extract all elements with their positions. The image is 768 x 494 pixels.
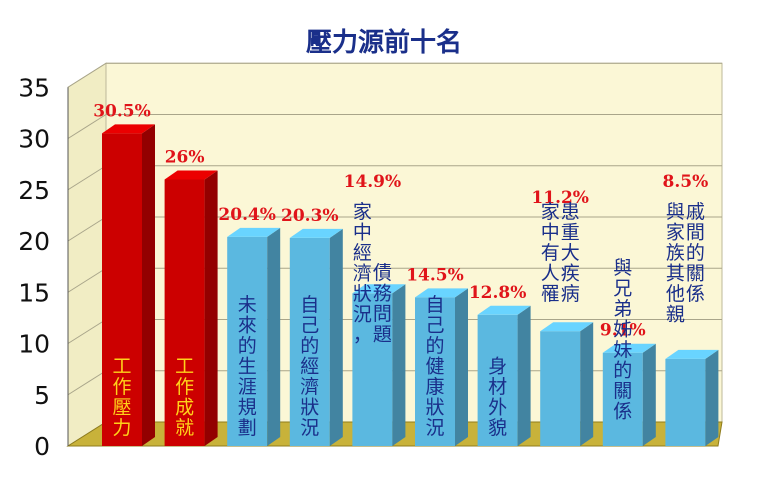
bar-front: [665, 358, 706, 446]
bar-front: [415, 297, 455, 446]
bar-side: [392, 284, 406, 446]
gridline-side: [67, 62, 107, 88]
category-label: 自己的健康狀況: [425, 294, 444, 439]
value-label: 14.9%: [344, 172, 402, 192]
gridline-side: [67, 319, 107, 344]
value-label: 26%: [165, 148, 205, 168]
category-label: 身材外貌: [488, 356, 507, 440]
bar-front: [164, 179, 205, 446]
y-tick-label: 0: [34, 432, 50, 461]
gridline-side: [67, 216, 107, 242]
bar-8: 11.2%家中有人罹患重大疾病: [531, 188, 594, 446]
bar-side: [455, 288, 468, 446]
bar-side: [517, 305, 531, 446]
bar-front: [102, 133, 142, 446]
bar-side: [329, 228, 343, 446]
category-label: 家中經濟狀況，: [353, 201, 372, 346]
bar-top: [540, 322, 594, 332]
category-label: 與兄弟姊妹的關係: [613, 257, 632, 423]
category-label: 家中有人罹患重大疾病: [541, 201, 580, 305]
bar-top: [665, 349, 719, 359]
gridline-side: [67, 267, 107, 293]
value-label: 14.5%: [406, 265, 464, 285]
bar-top: [227, 227, 281, 237]
bar-top: [415, 288, 468, 298]
bar-front: [352, 293, 393, 446]
category-label: 自己的經濟狀況: [300, 294, 319, 439]
bar-front: [602, 352, 643, 446]
y-tick-label: 5: [34, 381, 50, 410]
bar-front: [289, 237, 330, 446]
bar-side: [204, 170, 218, 446]
gridline-side: [67, 165, 107, 191]
bar-top: [352, 284, 406, 294]
gridline-side: [67, 114, 107, 139]
bar-top: [477, 305, 531, 315]
value-label: 20.3%: [281, 206, 339, 226]
value-label: 8.5%: [663, 172, 709, 192]
bar-1: 30.5% 工作壓力: [93, 101, 155, 446]
bar-front: [227, 236, 268, 446]
value-label: 12.8%: [469, 283, 527, 303]
bar-side: [580, 322, 594, 446]
bar-2: 26% 工作成就: [164, 148, 218, 446]
value-label: 30.5%: [93, 101, 151, 121]
bar-5: 14.9% 家中經濟狀況，債務問題: [344, 172, 406, 446]
y-tick-label: 10: [18, 330, 50, 359]
bar-10: 8.5% 與家族其他親戚間的關係: [663, 172, 719, 446]
y-tick-label: 35: [18, 73, 50, 102]
y-tick-label: 15: [18, 278, 50, 307]
bar-top: [164, 170, 218, 180]
category-label: 未來的生涯規劃: [238, 294, 257, 439]
bar-side: [267, 227, 281, 446]
category-label: 工作成就: [175, 356, 194, 440]
bar-front: [540, 331, 581, 446]
category-label: 與家族其他親戚間的關係: [666, 201, 705, 326]
category-label: 債務問題: [373, 262, 392, 346]
value-label: 20.4%: [218, 205, 276, 225]
bar-4: 20.3% 自己的經濟狀況: [281, 206, 343, 446]
y-tick-label: 20: [18, 227, 50, 256]
bars: 30.5% 工作壓力 26% 工作成就 20.4% 未來的生涯規劃 20.3% 自己的經濟狀況…: [93, 101, 719, 446]
y-axis-ticks: 0 5 10 15 20 25 30 35: [18, 73, 50, 461]
value-label: 9.1%: [600, 321, 646, 341]
bar-top: [289, 228, 343, 238]
bar-9: 9.1%與兄弟姊妹的關係: [600, 257, 656, 446]
gridline-side: [67, 370, 107, 396]
y-tick-label: 30: [18, 125, 50, 154]
bar-top: [102, 124, 155, 134]
bar-front: [477, 314, 518, 446]
bar-3: 20.4% 未來的生涯規劃: [218, 205, 281, 446]
bar-top: [602, 343, 656, 353]
category-label: 工作壓力: [112, 356, 131, 440]
bar-6: 14.5% 自己的健康狀況: [406, 265, 468, 446]
bar-7: 12.8% 身材外貌: [469, 283, 531, 446]
y-tick-label: 25: [18, 176, 50, 205]
chart-title: 壓力源前十名: [306, 27, 462, 58]
value-label: 11.2%: [531, 188, 589, 208]
bar-side: [142, 124, 155, 446]
bar-side: [642, 343, 656, 446]
bar-side: [705, 349, 719, 446]
